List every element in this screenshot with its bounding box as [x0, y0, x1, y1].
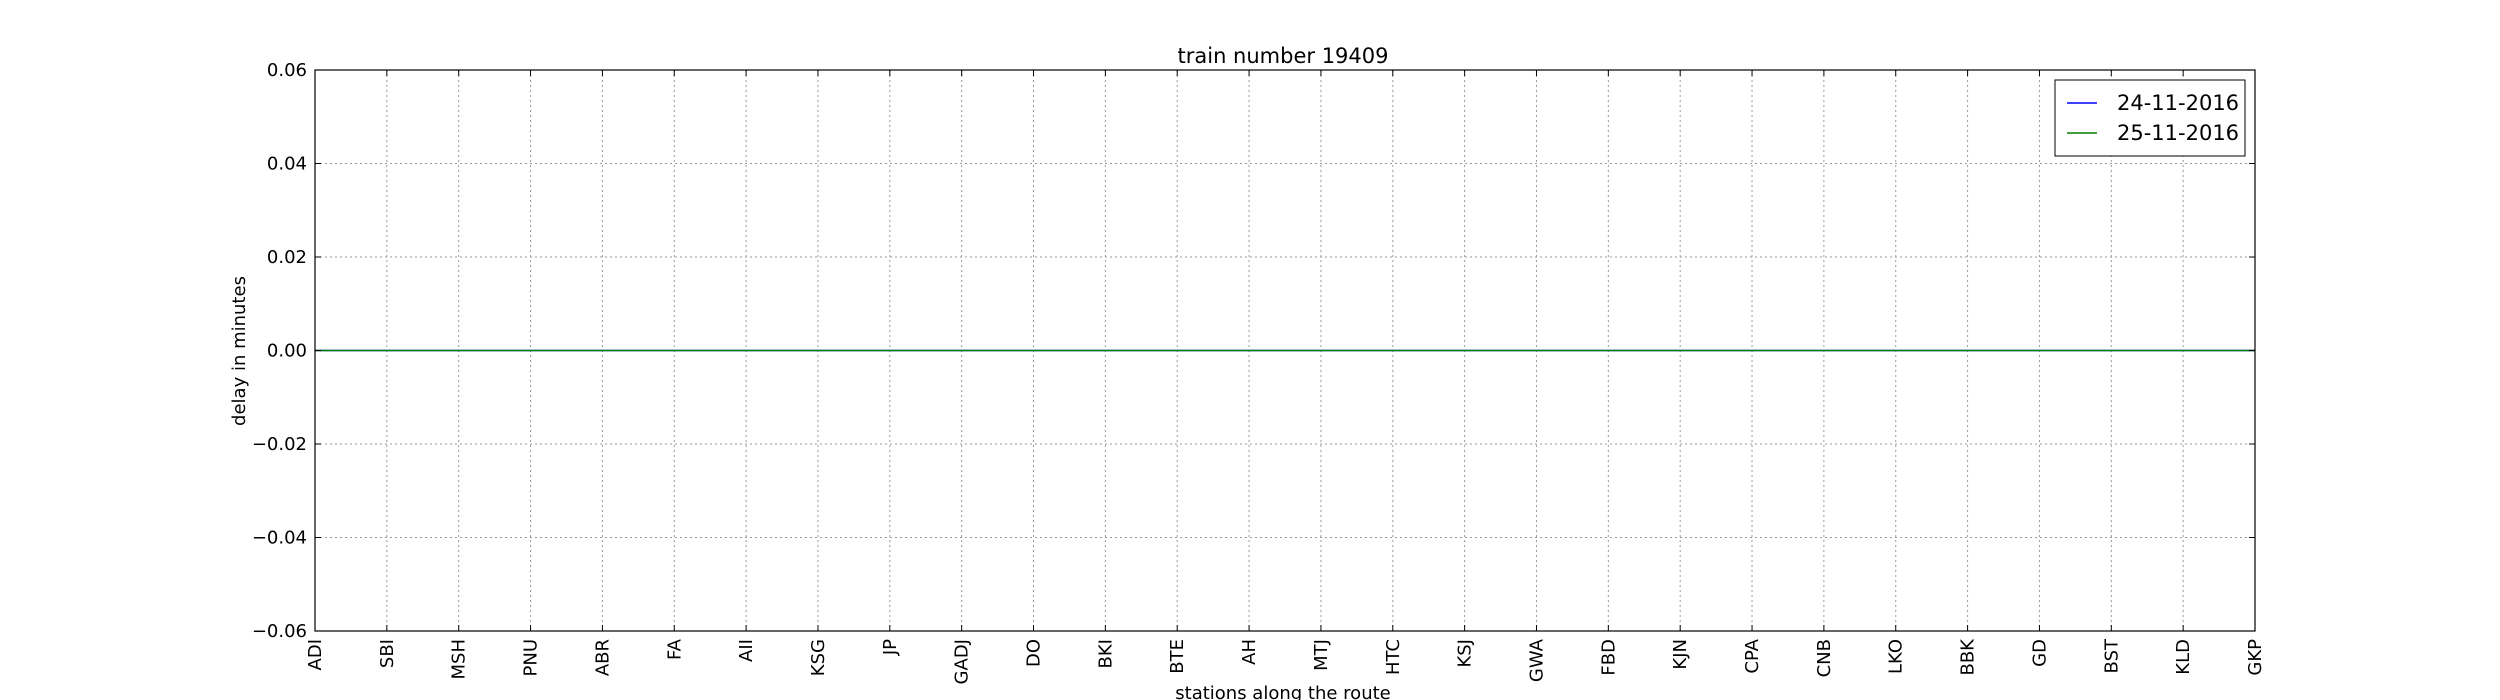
x-tick-label: AH: [1239, 639, 1260, 665]
x-tick-label: ABR: [592, 639, 613, 676]
x-tick-label: PNU: [521, 639, 542, 677]
x-tick-label: BST: [2101, 638, 2122, 673]
x-tick-label: FBD: [1598, 639, 1619, 676]
x-tick-label: LKO: [1886, 639, 1907, 674]
legend: 24-11-2016 25-11-2016: [2054, 79, 2246, 157]
x-tick-label: GD: [2029, 639, 2050, 667]
x-axis-ticks: ADI SBI MSH PNU ABR FA AII KSG JP GADJ DO BKI BTE AH M…: [305, 70, 2266, 684]
x-tick-label: GKP: [2245, 639, 2266, 676]
x-tick-label: HTC: [1383, 639, 1404, 675]
y-tick-label: −0.06: [252, 621, 307, 642]
x-tick-label: MSH: [449, 639, 470, 680]
x-tick-label: KJN: [1670, 639, 1691, 670]
x-tick-label: FA: [664, 638, 685, 660]
x-tick-label: BKI: [1095, 639, 1116, 668]
y-tick-label: 0.04: [267, 154, 307, 175]
y-axis-label: delay in minutes: [229, 276, 250, 426]
x-tick-label: GWA: [1526, 638, 1547, 682]
x-tick-label: DO: [1024, 639, 1045, 667]
x-tick-label: MTJ: [1311, 639, 1332, 671]
y-tick-label: 0.02: [267, 247, 307, 268]
x-tick-label: KLD: [2173, 639, 2194, 675]
x-axis-label: stations along the route: [1175, 683, 1390, 700]
legend-label: 24-11-2016: [2117, 91, 2239, 115]
x-tick-label: GADJ: [952, 639, 973, 684]
chart-title: train number 19409: [1178, 44, 1389, 68]
x-tick-label: KSJ: [1455, 639, 1476, 668]
legend-label: 25-11-2016: [2117, 121, 2239, 145]
x-tick-label: KSG: [808, 639, 829, 676]
x-tick-label: ADI: [305, 639, 326, 670]
y-tick-label: 0.00: [267, 341, 307, 362]
y-tick-label: −0.02: [252, 434, 307, 455]
legend-box: [2054, 79, 2246, 157]
x-tick-label: JP: [880, 639, 901, 656]
x-tick-label: SBI: [377, 639, 398, 668]
y-tick-label: −0.04: [252, 528, 307, 549]
x-tick-label: BBK: [1958, 638, 1979, 676]
x-tick-label: CNB: [1814, 639, 1835, 677]
y-tick-label: 0.06: [267, 60, 307, 81]
x-tick-label: AII: [736, 639, 757, 662]
x-tick-label: CPA: [1742, 638, 1763, 673]
y-axis-ticks: 0.06 0.04 0.02 0.00 −0.02 −0.04 −0.06: [252, 60, 2255, 642]
x-tick-label: BTE: [1167, 639, 1188, 674]
